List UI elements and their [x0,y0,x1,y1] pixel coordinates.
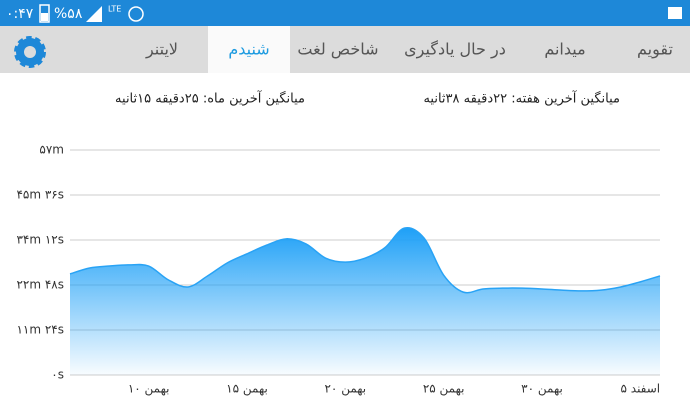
battery-text: %۵۸ [54,6,83,22]
tab[interactable]: میدانم [544,40,585,59]
alarm-icon [128,6,144,22]
line [69,227,661,294]
x-tick-label: ۲۵ بهمن [423,382,465,397]
tab-bar [0,26,690,73]
battery-icon [39,4,50,23]
tab[interactable]: در حال یادگیری [404,40,506,60]
clock: ۰:۴۷ [6,6,34,22]
gallery-icon [668,7,682,19]
settings-icon[interactable] [14,36,46,68]
y-tick-label: ۳۴m ۱۲s [16,233,64,247]
month-average: میانگین آخرین ماه: ۲۵دقیقه ۱۵ثانیه [115,90,305,107]
y-tick-label: ۴۵m ۳۶s [16,188,64,202]
area [70,227,660,375]
signal-icon [86,6,102,22]
x-tick-label: ۱۵ بهمن [226,382,268,397]
y-tick-label: ۵۷m [39,143,64,157]
y-tick-label: ۱۱m ۲۴s [16,323,64,337]
tab[interactable]: لایتنر [145,40,178,60]
y-tick-label: ۰s [51,368,64,382]
x-tick-label: ۳۰ بهمن [521,382,563,397]
battery-level [41,13,48,21]
y-tick-label: ۲۲m ۴۸s [16,278,64,292]
tab[interactable]: شنیدم [228,40,269,59]
week-average: میانگین آخرین هفته: ۲۲دقیقه ۳۸ثانیه [423,90,620,107]
x-tick-label: ۵ اسفند [621,382,661,396]
status-bar [0,0,690,26]
network-type: LTE [108,5,121,14]
x-tick-label: ۱۰ بهمن [128,382,170,397]
x-tick-label: ۲۰ بهمن [324,382,366,397]
active-tab-bg [208,26,290,73]
tab[interactable]: شاخص لغت [297,40,378,60]
tab[interactable]: تقویم [637,40,673,60]
